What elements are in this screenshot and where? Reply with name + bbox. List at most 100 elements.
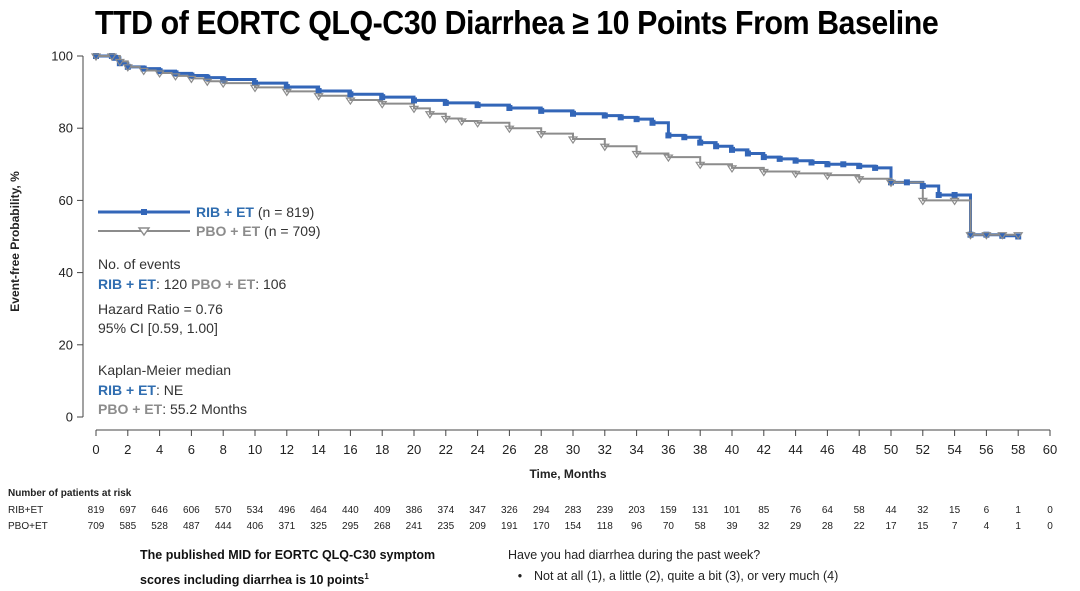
risk-cell: 295 <box>342 521 359 532</box>
x-tick-label: 60 <box>1043 442 1057 457</box>
censor-marker-pbo <box>424 111 436 119</box>
censor-marker-rib <box>617 114 624 121</box>
legend-rib-label: RIB + ET <box>196 204 254 220</box>
events-pbo-value: : 106 <box>255 276 287 292</box>
censor-marker-rib <box>379 94 386 101</box>
censor-marker-pbo <box>138 67 149 76</box>
legend-marker-rib <box>141 209 147 215</box>
censor-marker-rib <box>220 76 227 83</box>
risk-row-label: PBO+ET <box>8 521 48 532</box>
risk-cell: 32 <box>758 521 770 532</box>
risk-cell: 6 <box>984 505 990 516</box>
risk-cell: 118 <box>597 521 613 532</box>
risk-cell: 697 <box>119 505 136 516</box>
events-values: RIB + ET: 120 PBO + ET: 106 <box>98 276 286 292</box>
mid-note: The published MID for EORTC QLQ-C30 symp… <box>140 545 435 591</box>
risk-cell: 39 <box>726 521 738 532</box>
censor-marker-pbo <box>408 105 420 114</box>
y-tick-label: 60 <box>59 193 73 208</box>
x-tick-label: 26 <box>502 442 516 457</box>
risk-cell: 444 <box>215 521 232 532</box>
y-axis-title: Event-free Probability, % <box>8 171 22 312</box>
risk-cell: 464 <box>310 505 327 516</box>
y-tick-label: 20 <box>59 337 73 352</box>
censor-marker-pbo <box>885 179 897 188</box>
risk-cell: 487 <box>183 521 200 532</box>
censor-marker-pbo <box>90 53 102 62</box>
risk-cell: 374 <box>437 505 454 516</box>
km-pbo: PBO + ET: 55.2 Months <box>98 401 247 417</box>
y-tick-label: 40 <box>59 265 73 280</box>
legend-lines <box>98 209 190 237</box>
censor-marker-rib <box>697 139 704 146</box>
censor-marker-rib <box>506 104 513 111</box>
censor-marker-rib <box>112 54 119 61</box>
events-pbo-label: PBO + ET <box>191 276 256 292</box>
censor-marker-rib <box>633 116 640 123</box>
risk-cell: 15 <box>949 505 961 516</box>
censor-marker-pbo <box>456 118 467 127</box>
risk-cell: 409 <box>374 505 391 516</box>
risk-cell: 101 <box>724 505 741 516</box>
risk-cell: 15 <box>917 521 929 532</box>
x-tick-label: 24 <box>470 442 484 457</box>
legend-marker-pbo <box>137 227 151 237</box>
censor-marker-pbo <box>917 197 928 206</box>
censor-marker-pbo <box>114 58 125 67</box>
censor-marker-pbo <box>377 101 388 109</box>
censor-marker-pbo <box>981 232 992 240</box>
hazard-ratio: Hazard Ratio = 0.76 <box>98 301 223 317</box>
censor-marker-rib <box>713 143 720 150</box>
risk-cell: 283 <box>565 505 582 516</box>
risk-cell: 819 <box>88 505 105 516</box>
censor-marker-rib <box>951 191 958 198</box>
events-rib-label: RIB + ET <box>98 276 156 292</box>
censor-marker-rib <box>983 231 990 238</box>
risk-cell: 585 <box>119 521 136 532</box>
x-tick-label: 0 <box>92 442 99 457</box>
censor-marker-pbo <box>790 170 801 179</box>
censor-marker-pbo <box>249 84 261 93</box>
censor-marker-rib <box>93 53 99 59</box>
x-tick-label: 48 <box>852 442 866 457</box>
x-tick-label: 10 <box>248 442 262 457</box>
x-tick-label: 32 <box>598 442 612 457</box>
censor-marker-rib <box>665 132 672 139</box>
censor-marker-pbo <box>758 168 769 177</box>
risk-cell: 496 <box>278 505 295 516</box>
censor-marker-rib <box>442 99 449 106</box>
censor-marker-pbo <box>170 73 181 81</box>
question-text: Have you had diarrhea during the past we… <box>508 548 761 562</box>
answer-line: • Not at all (1), a little (2), quite a b… <box>508 566 838 587</box>
censor-marker-rib <box>903 179 910 186</box>
x-tick-label: 6 <box>188 442 195 457</box>
censor-marker-rib <box>124 63 131 70</box>
risk-cell: 440 <box>342 505 359 516</box>
censor-marker-rib <box>283 84 290 91</box>
censor-marker-rib <box>935 191 942 198</box>
risk-cell: 44 <box>885 505 897 516</box>
x-tick-label: 20 <box>407 442 421 457</box>
legend-pbo: PBO + ET (n = 709) <box>196 223 321 239</box>
censor-marker-rib <box>347 91 354 98</box>
chart-title: TTD of EORTC QLQ-C30 Diarrhea ≥ 10 Point… <box>95 4 939 41</box>
censor-marker-rib <box>729 146 735 153</box>
x-tick-label: 40 <box>725 442 739 457</box>
x-tick-label: 58 <box>1011 442 1025 457</box>
censor-marker-rib <box>967 231 974 238</box>
censor-marker-rib <box>108 53 115 59</box>
risk-cell: 709 <box>88 521 105 532</box>
risk-cell: 646 <box>151 505 168 516</box>
mid-note-sup: 1 <box>364 572 369 581</box>
x-tick-label: 28 <box>534 442 548 457</box>
km-pbo-label: PBO + ET <box>98 401 163 417</box>
risk-cell: 534 <box>247 505 264 516</box>
censor-marker-rib <box>116 60 123 67</box>
censor-marker-pbo <box>186 75 197 84</box>
risk-cell: 64 <box>822 505 834 516</box>
risk-cell: 58 <box>854 505 866 516</box>
censor-marker-pbo <box>202 78 213 87</box>
legend-rib-n: (n = 819) <box>253 204 315 220</box>
risk-cell: 159 <box>660 505 677 516</box>
